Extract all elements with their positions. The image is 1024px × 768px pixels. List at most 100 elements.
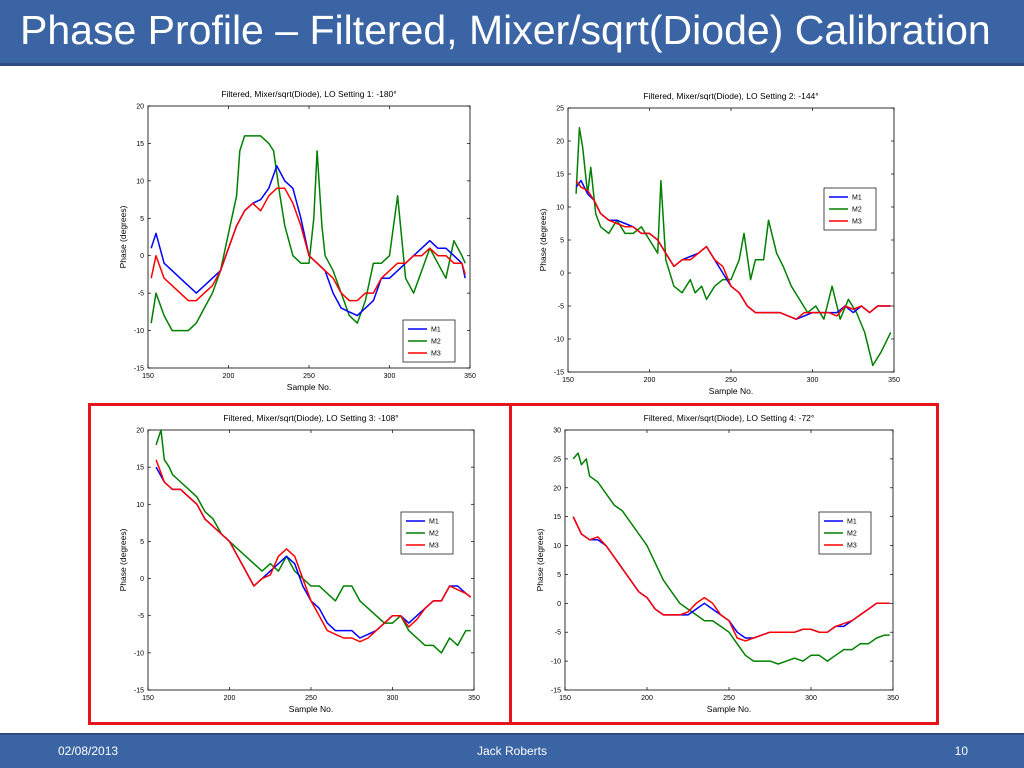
x-axis-label: Sample No. (289, 704, 333, 714)
y-tick-label: 0 (560, 271, 564, 278)
y-tick-label: 5 (557, 572, 561, 579)
y-tick-label: -15 (554, 370, 564, 377)
chart-lo-setting-4: Filtered, Mixer/sqrt(Diode), LO Setting … (525, 408, 910, 720)
x-tick-label: 200 (223, 373, 235, 380)
y-tick-label: -10 (134, 328, 144, 335)
x-axis-label: Sample No. (709, 386, 753, 396)
y-tick-label: 10 (136, 178, 144, 185)
plot-area-frame (567, 107, 895, 373)
x-tick-label: 200 (224, 695, 236, 702)
y-tick-label: -5 (555, 630, 561, 637)
footer-bar: 02/08/2013 Jack Roberts 10 (0, 733, 1024, 768)
y-axis-label: Phase (degrees) (118, 528, 128, 591)
footer-date: 02/08/2013 (58, 744, 119, 758)
chart-title: Filtered, Mixer/sqrt(Diode), LO Setting … (643, 91, 818, 101)
title-bar: Phase Profile – Filtered, Mixer/sqrt(Dio… (0, 0, 1024, 66)
y-axis-label: Phase (degrees) (118, 205, 128, 268)
y-tick-label: 10 (136, 502, 144, 509)
legend: M1 M2 M3 (400, 511, 454, 555)
legend: M1 M2 M3 (823, 187, 877, 231)
x-tick-label: 300 (805, 695, 817, 702)
y-tick-label: 5 (140, 539, 144, 546)
y-tick-label: 5 (560, 238, 564, 245)
legend-label-m3: M3 (431, 351, 441, 358)
legend-label-m3: M3 (429, 543, 439, 550)
legend: M1 M2 M3 (818, 511, 872, 555)
legend-box (402, 319, 456, 363)
chart-lo-setting-3: Filtered, Mixer/sqrt(Diode), LO Setting … (100, 408, 490, 720)
y-tick-label: -10 (554, 337, 564, 344)
chart-lo-setting-2: Filtered, Mixer/sqrt(Diode), LO Setting … (530, 84, 910, 399)
x-axis-label: Sample No. (707, 704, 751, 714)
series-line-m1 (150, 165, 466, 317)
series-line-m3 (575, 180, 891, 320)
legend-label-m3: M3 (847, 543, 857, 550)
x-tick-label: 300 (384, 373, 396, 380)
y-tick-label: 15 (553, 514, 561, 521)
legend-label-m2: M2 (429, 531, 439, 538)
x-tick-label: 350 (888, 377, 900, 384)
legend-label-m1: M1 (429, 519, 439, 526)
x-tick-label: 250 (305, 695, 317, 702)
x-tick-label: 150 (562, 377, 574, 384)
x-tick-label: 250 (725, 377, 737, 384)
x-axis-label: Sample No. (287, 382, 331, 392)
y-tick-label: 15 (556, 172, 564, 179)
y-tick-label: 15 (136, 141, 144, 148)
y-tick-label: 20 (556, 139, 564, 146)
chart-title: Filtered, Mixer/sqrt(Diode), LO Setting … (223, 413, 398, 423)
x-tick-label: 300 (807, 377, 819, 384)
x-tick-label: 300 (387, 695, 399, 702)
x-tick-label: 350 (468, 695, 480, 702)
x-tick-label: 350 (464, 373, 476, 380)
y-tick-label: 25 (553, 456, 561, 463)
highlight-box-setting-4 (509, 403, 939, 725)
chart-title: Filtered, Mixer/sqrt(Diode), LO Setting … (644, 413, 815, 423)
y-tick-label: 0 (140, 253, 144, 260)
y-tick-label: -5 (138, 613, 144, 620)
x-tick-label: 250 (303, 373, 315, 380)
legend-label-m1: M1 (431, 327, 441, 334)
legend: M1 M2 M3 (402, 319, 456, 363)
x-tick-label: 150 (142, 373, 154, 380)
y-tick-label: 20 (553, 485, 561, 492)
y-tick-label: 20 (136, 104, 144, 111)
y-tick-label: -5 (558, 304, 564, 311)
y-tick-label: -15 (551, 688, 561, 695)
y-tick-label: 25 (556, 106, 564, 113)
x-tick-label: 200 (641, 695, 653, 702)
legend-label-m2: M2 (847, 531, 857, 538)
series-line-m2 (150, 135, 466, 332)
series-line-m2 (572, 452, 890, 665)
x-tick-label: 250 (723, 695, 735, 702)
y-tick-label: 10 (556, 205, 564, 212)
series-line-m2 (155, 429, 471, 654)
chart-title: Filtered, Mixer/sqrt(Diode), LO Setting … (221, 89, 396, 99)
series-line-m3 (572, 516, 890, 642)
x-tick-label: 200 (644, 377, 656, 384)
series-line-m2 (575, 127, 892, 367)
x-tick-label: 150 (559, 695, 571, 702)
y-tick-label: 15 (136, 465, 144, 472)
y-tick-label: 0 (557, 601, 561, 608)
y-tick-label: 0 (140, 576, 144, 583)
y-tick-label: 30 (553, 428, 561, 435)
x-tick-label: 150 (142, 695, 154, 702)
y-tick-label: 10 (553, 543, 561, 550)
series-line-m3 (150, 187, 466, 302)
y-tick-label: -10 (134, 650, 144, 657)
y-tick-label: -15 (134, 366, 144, 373)
y-tick-label: 5 (140, 216, 144, 223)
footer-page-number: 10 (954, 744, 968, 758)
y-tick-label: -15 (134, 688, 144, 695)
y-axis-label: Phase (degrees) (538, 208, 548, 271)
chart-lo-setting-1: Filtered, Mixer/sqrt(Diode), LO Setting … (100, 82, 490, 397)
y-tick-label: -5 (138, 291, 144, 298)
legend-label-m1: M1 (847, 519, 857, 526)
legend-label-m2: M2 (431, 339, 441, 346)
footer-author: Jack Roberts (476, 744, 548, 758)
y-tick-label: -10 (551, 659, 561, 666)
highlight-box-setting-3 (88, 403, 512, 725)
legend-label-m1: M1 (852, 195, 862, 202)
y-axis-label: Phase (degrees) (535, 528, 545, 591)
